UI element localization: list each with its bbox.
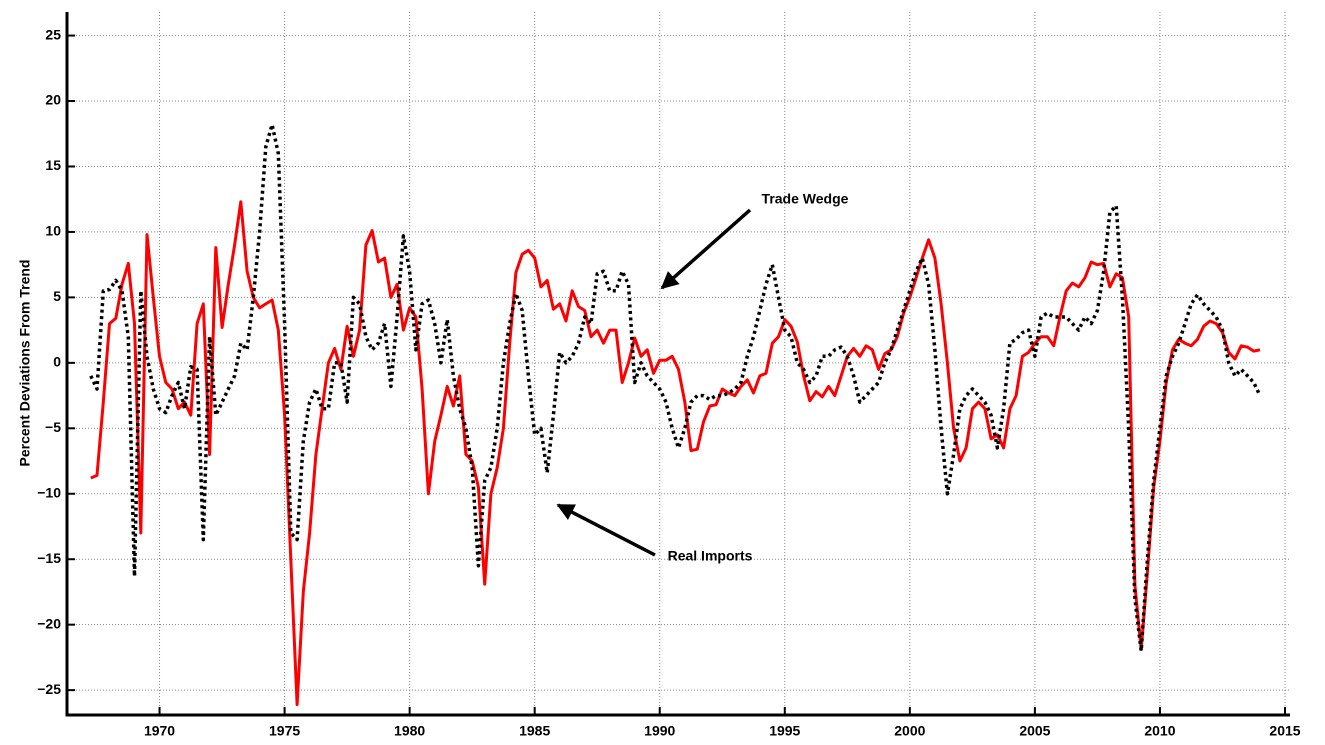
series-line [90,200,1261,706]
y-tick-label: 15 [45,157,61,173]
y-tick-label: 25 [45,26,61,42]
grid [67,12,1290,715]
x-tick-label: 1975 [269,723,300,739]
y-tick-label: 0 [53,354,61,370]
x-tick-label: 1990 [644,723,675,739]
x-tick-label: 2010 [1144,723,1175,739]
y-tick-label: 5 [53,288,61,304]
y-tick-label: −5 [45,419,61,435]
annotation-label: Real Imports [668,548,753,564]
x-tick-label: 1970 [144,723,175,739]
x-tick-label: 2005 [1019,723,1050,739]
annotation-arrow [556,503,656,557]
x-tick-label: 2015 [1269,723,1300,739]
y-tick-label: −20 [37,615,61,631]
y-axis-label: Percent Deviations From Trend [17,260,33,467]
annotation-label: Trade Wedge [762,191,849,207]
x-tick-label: 1985 [519,723,550,739]
x-tick-label: 2000 [894,723,925,739]
y-tick-label: −10 [37,484,61,500]
annotation-arrow [660,208,752,290]
x-tick-label: 1995 [769,723,800,739]
plot-lines [89,122,1262,706]
series-line [89,122,1262,653]
y-tick-label: −15 [37,550,61,566]
y-tick-label: −25 [37,681,61,697]
y-tick-label: 20 [45,92,61,108]
y-tick-label: 10 [45,223,61,239]
x-tick-label: 1980 [394,723,425,739]
